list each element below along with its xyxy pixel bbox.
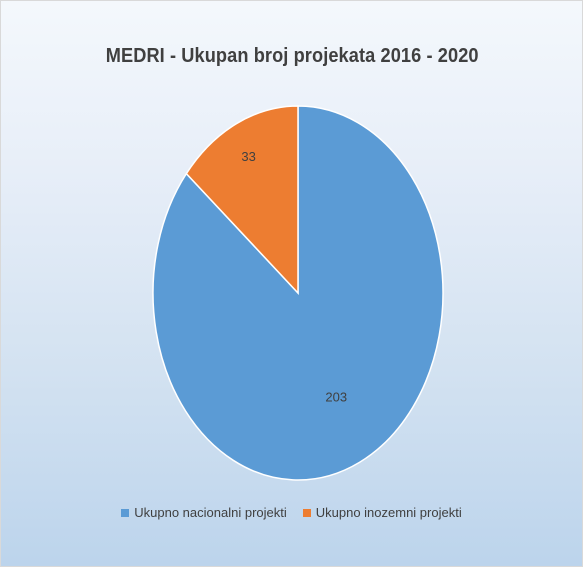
legend: Ukupno nacionalni projekti Ukupno inozem… — [0, 505, 583, 520]
chart-title: MEDRI - Ukupan broj projekata 2016 - 202… — [105, 45, 479, 67]
data-label-nacionalni: 203 — [325, 389, 347, 404]
legend-label-inozemni: Ukupno inozemni projekti — [315, 505, 462, 520]
legend-item-inozemni: Ukupno inozemni projekti — [302, 505, 462, 520]
legend-item-nacionalni: Ukupno nacionalni projekti — [121, 505, 287, 520]
legend-swatch-nacionalni — [121, 508, 130, 517]
pie-slice-inozemni — [185, 105, 299, 295]
legend-swatch-inozemni — [302, 508, 311, 517]
data-label-inozemni: 33 — [241, 149, 255, 164]
legend-label-nacionalni: Ukupno nacionalni projekti — [134, 505, 287, 520]
